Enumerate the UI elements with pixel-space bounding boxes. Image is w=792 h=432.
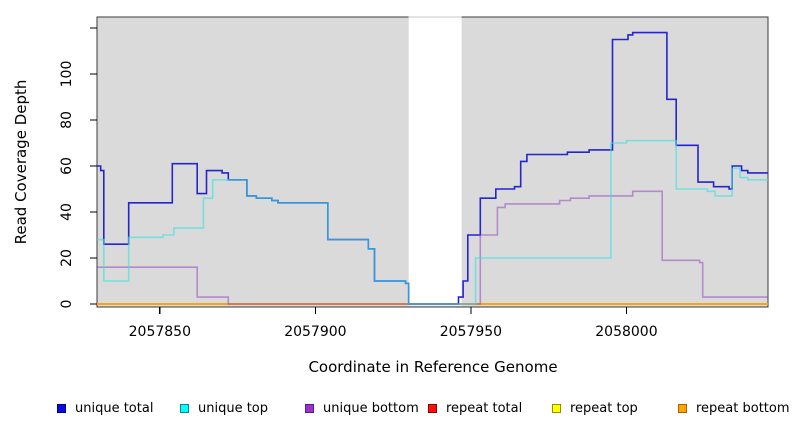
y-axis-title: Read Coverage Depth [12, 79, 30, 245]
y-tick-label: 20 [59, 249, 75, 267]
legend-label: unique top [198, 401, 269, 416]
legend-swatch-icon [552, 404, 561, 413]
series-unique-bottom [97, 190, 768, 305]
legend-item-repeat-bottom: repeat bottom [678, 401, 790, 416]
x-tick-label: 2057950 [439, 324, 503, 340]
x-tick-label: 2057900 [284, 324, 347, 340]
y-tick-label: 100 [59, 60, 75, 88]
series-unique-total [97, 31, 768, 305]
x-tick-label: 2057850 [128, 324, 192, 340]
legend-item-unique-top: unique top [180, 401, 268, 416]
legend-swatch-icon [678, 404, 687, 413]
legend-item-repeat-total: repeat total [428, 401, 522, 416]
legend-label: unique bottom [323, 401, 419, 416]
x-axis-title: Coordinate in Reference Genome [308, 358, 558, 376]
legend-label: repeat bottom [696, 401, 790, 416]
y-tick-label: 40 [59, 203, 75, 221]
legend-item-unique-total: unique total [57, 401, 153, 416]
series-unique-top [97, 139, 768, 305]
legend-swatch-icon [428, 404, 437, 413]
legend-swatch-icon [180, 404, 189, 413]
legend-swatch-icon [57, 404, 66, 413]
y-tick-label: 60 [59, 157, 75, 175]
legend-label: unique total [75, 401, 154, 416]
y-tick-label: 80 [59, 111, 75, 129]
legend-label: repeat top [570, 401, 638, 416]
legend-item-unique-bottom: unique bottom [305, 401, 419, 416]
legend-swatch-icon [305, 404, 314, 413]
legend-label: repeat total [446, 401, 523, 416]
legend-item-repeat-top: repeat top [552, 401, 638, 416]
x-tick-label: 2058000 [595, 324, 658, 340]
y-tick-label: 0 [59, 299, 75, 309]
